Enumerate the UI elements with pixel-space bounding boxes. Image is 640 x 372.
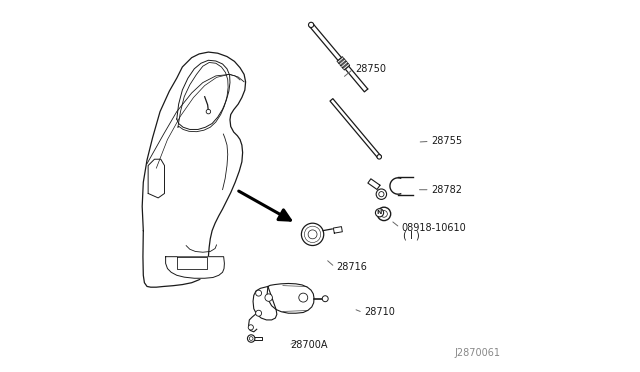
Circle shape xyxy=(322,296,328,302)
Text: ( I ): ( I ) xyxy=(403,231,419,241)
Circle shape xyxy=(376,189,387,199)
Circle shape xyxy=(255,290,262,296)
Circle shape xyxy=(381,211,387,217)
Circle shape xyxy=(308,230,317,239)
Text: 28782: 28782 xyxy=(431,185,463,195)
Polygon shape xyxy=(142,52,246,287)
Polygon shape xyxy=(267,283,314,313)
Circle shape xyxy=(376,209,383,217)
Polygon shape xyxy=(253,286,277,320)
Polygon shape xyxy=(254,337,262,340)
Polygon shape xyxy=(309,23,368,92)
Text: 28755: 28755 xyxy=(431,137,463,146)
Text: 28716: 28716 xyxy=(337,262,367,272)
Text: 08918-10610: 08918-10610 xyxy=(402,223,467,232)
Polygon shape xyxy=(177,60,230,129)
Circle shape xyxy=(377,155,381,159)
Circle shape xyxy=(308,22,314,28)
Text: 28750: 28750 xyxy=(355,64,387,74)
Circle shape xyxy=(378,207,390,221)
Circle shape xyxy=(265,294,273,301)
Polygon shape xyxy=(330,99,381,158)
Text: J2870061: J2870061 xyxy=(454,348,500,358)
Polygon shape xyxy=(337,57,349,70)
Circle shape xyxy=(248,335,255,342)
Circle shape xyxy=(250,337,253,340)
Circle shape xyxy=(379,192,384,197)
Polygon shape xyxy=(368,179,380,189)
Circle shape xyxy=(299,293,308,302)
Text: 28710: 28710 xyxy=(365,308,396,317)
Circle shape xyxy=(248,325,253,330)
Text: N: N xyxy=(377,210,382,215)
Circle shape xyxy=(255,310,262,316)
Polygon shape xyxy=(177,257,207,269)
Polygon shape xyxy=(333,227,342,233)
Polygon shape xyxy=(166,257,225,278)
Polygon shape xyxy=(148,159,164,198)
Circle shape xyxy=(301,223,324,246)
Text: 28700A: 28700A xyxy=(291,340,328,350)
Circle shape xyxy=(206,109,211,114)
